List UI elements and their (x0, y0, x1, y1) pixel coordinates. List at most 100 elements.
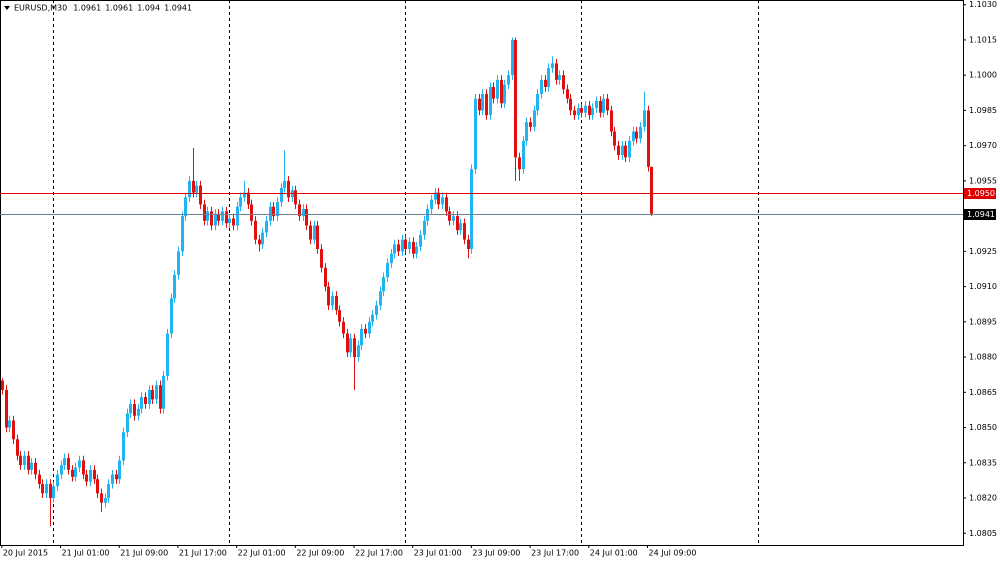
candle-body (217, 213, 220, 221)
y-tick-label: 1.0865 (969, 388, 997, 397)
candle-body (562, 75, 565, 90)
x-tick-label: 22 Jul 01:00 (238, 549, 286, 558)
candle-body (514, 39, 517, 158)
candle-body (481, 93, 484, 111)
ohlc-value: 1.0961 (105, 4, 133, 13)
candle-body (577, 108, 580, 116)
candle-body (507, 75, 510, 85)
candle-body (639, 126, 642, 139)
candle-body (122, 432, 125, 461)
candle-body (19, 455, 22, 466)
candle-body (184, 197, 187, 217)
candle-body (137, 408, 140, 416)
candle-body (335, 295, 338, 311)
y-tick-label: 1.0850 (969, 423, 997, 432)
candle-body (56, 474, 59, 487)
candle-body (419, 234, 422, 247)
candle-body (331, 295, 334, 306)
candle-body (82, 460, 85, 475)
candle-body (456, 216, 459, 231)
candle-body (617, 145, 620, 156)
y-tick-label: 1.1030 (969, 0, 997, 9)
candle-body (647, 110, 650, 167)
candle-body (525, 122, 528, 141)
candle-body (386, 263, 389, 278)
candle-body (173, 274, 176, 299)
y-tick-label: 1.0955 (969, 176, 997, 185)
candle-body (192, 180, 195, 193)
candle-body (181, 216, 184, 252)
x-tick-label: 23 Jul 09:00 (472, 549, 520, 558)
candle-body (272, 206, 275, 217)
candle-body (144, 397, 147, 405)
candle-body (408, 241, 411, 250)
candle-body (8, 420, 11, 428)
y-tick-label: 1.0880 (969, 353, 997, 362)
y-tick-label: 1.0925 (969, 247, 997, 256)
y-tick-label: 1.1015 (969, 35, 997, 44)
candle-body (401, 239, 404, 252)
candle-body (379, 291, 382, 306)
candle-body (287, 180, 290, 198)
candle-body (151, 389, 154, 400)
candle-body (126, 413, 129, 433)
candle-body (243, 192, 246, 198)
candle-body (382, 277, 385, 292)
candle-body (78, 460, 81, 468)
candle-body (203, 204, 206, 221)
candle-body (60, 465, 63, 475)
candle-body (71, 469, 74, 477)
x-tick-label: 22 Jul 17:00 (355, 549, 403, 558)
candle-body (111, 474, 114, 484)
candle-body (225, 211, 228, 224)
candle-body (148, 389, 151, 405)
candle-body (551, 63, 554, 69)
candle-body (316, 225, 319, 250)
candle-body (254, 220, 257, 240)
candle-body (100, 493, 103, 503)
candle-body (591, 108, 594, 116)
candle-body (305, 209, 308, 226)
candle-body (375, 305, 378, 315)
candle-body (250, 204, 253, 221)
candle-body (430, 199, 433, 210)
candle-body (489, 86, 492, 116)
candle-body (195, 185, 198, 193)
candle-body (544, 79, 547, 87)
candle-body (313, 225, 316, 240)
candle-body (23, 455, 26, 466)
candle-body (599, 101, 602, 113)
price-level-label: 1.0950 (967, 189, 995, 198)
symbol-menu-arrow[interactable] (4, 6, 10, 10)
candle-body (16, 439, 19, 456)
candle-body (129, 404, 132, 414)
y-tick-label: 1.0970 (969, 141, 997, 150)
candle-body (393, 244, 396, 254)
y-tick-label: 1.0835 (969, 458, 997, 467)
candle-body (12, 420, 15, 440)
candle-body (500, 79, 503, 104)
candle-body (474, 98, 477, 170)
candle-body (573, 110, 576, 116)
candle-body (467, 239, 470, 250)
candle-body (283, 180, 286, 188)
candle-body (412, 241, 415, 254)
candle-body (258, 239, 261, 245)
candle-body (239, 197, 242, 207)
candle-body (580, 108, 583, 113)
candle-body (584, 105, 587, 113)
x-tick-label: 24 Jul 01:00 (590, 549, 638, 558)
candle-body (371, 314, 374, 322)
price-level-label: 1.0941 (967, 210, 995, 219)
candle-body (353, 338, 356, 358)
candle-body (5, 389, 8, 428)
y-tick-label: 1.0910 (969, 282, 997, 291)
candle-body (441, 197, 444, 205)
candle-body (346, 333, 349, 353)
candle-body (632, 131, 635, 141)
candle-body (621, 145, 624, 156)
candle-body (496, 79, 499, 99)
y-tick-label: 1.0895 (969, 317, 997, 326)
candle-body (177, 251, 180, 275)
price-level-box (964, 209, 996, 220)
